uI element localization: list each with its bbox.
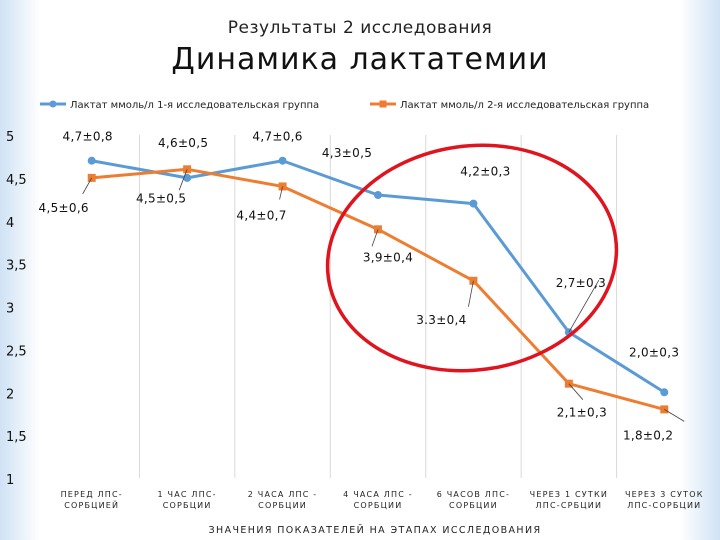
label-leader (279, 186, 283, 200)
data-label: 4,7±0,6 (252, 130, 302, 144)
highlight-oval (325, 143, 619, 373)
x-tick-label: ЧЕРЕЗ 3 СУТОК ЛПС-СОРБЦИИ (625, 490, 704, 510)
x-axis-label: ЗНАЧЕНИЯ ПОКАЗАТЕЛЕЙ НА ЭТАПАХ ИССЛЕДОВА… (209, 524, 542, 536)
series-1-point (87, 156, 96, 165)
legend-marker (379, 100, 387, 108)
series-1-point (374, 191, 382, 200)
series-1-point (278, 156, 287, 165)
series-1-point (183, 173, 192, 182)
data-label: 2,7±0,3 (556, 276, 606, 290)
x-tick-label: 4 ЧАСА ЛПС -СОРБЦИИ (343, 490, 413, 510)
slide-subtitle: Результаты 2 исследования (227, 18, 493, 38)
label-leader (568, 383, 584, 400)
y-tick-label: 1 (6, 473, 14, 488)
label-leader (468, 280, 474, 307)
series-1-point (660, 388, 669, 397)
y-tick-label: 1,5 (6, 430, 27, 445)
data-label: 4,5±0,5 (136, 191, 186, 205)
label-leader-lines (82, 169, 685, 422)
label-leader (82, 177, 93, 195)
data-label: 2,0±0,3 (629, 345, 679, 359)
legend-marker (49, 100, 57, 108)
data-label: 4,2±0,3 (460, 165, 510, 179)
legend-label: Лактат ммоль/л 1-я исследовательская гру… (70, 100, 319, 111)
legend: Лактат ммоль/л 1-я исследовательская гру… (40, 100, 649, 111)
slide-title: Динамика лактатемии (171, 42, 549, 77)
y-tick-label: 3,5 (6, 259, 27, 274)
y-tick-label: 4,5 (6, 173, 27, 188)
x-tick-label: 2 ЧАСА ЛПС -СОРБЦИИ (248, 490, 318, 510)
data-label: 4,6±0,5 (158, 136, 208, 150)
data-label: 1,8±0,2 (623, 428, 673, 442)
data-label: 4,4±0,7 (236, 208, 286, 222)
y-axis-ticks: 1 1,5 2 2,5 3 3,5 4 4,5 5 (6, 130, 27, 488)
x-tick-label: 1 ЧАС ЛПС-СОРБЦИИ (158, 490, 217, 510)
x-tick-label: ПЕРЕД ЛПС-СОРБЦИЕЙ (61, 490, 123, 510)
data-labels: 4,7±0,8 4,6±0,5 4,7±0,6 4,3±0,5 4,2±0,3 2,7±0… (39, 130, 679, 443)
data-label: 2,1±0,3 (557, 406, 607, 420)
y-tick-label: 4 (6, 216, 14, 231)
data-label: 3,9±0,4 (363, 250, 413, 264)
data-label: 4,5±0,6 (39, 201, 89, 215)
legend-label: Лактат ммоль/л 2-я исследовательская гру… (400, 100, 649, 111)
x-tick-label: ЧЕРЕЗ 1 СУТКИ ЛПС-СРБЦИИ (530, 490, 608, 510)
label-leader (371, 229, 379, 247)
x-axis-ticks: ПЕРЕД ЛПС-СОРБЦИЕЙ 1 ЧАС ЛПС-СОРБЦИИ 2 ЧАС… (61, 490, 704, 510)
series-1-point (469, 199, 478, 208)
y-tick-label: 3 (6, 302, 14, 317)
gridlines (138, 135, 618, 478)
y-tick-label: 5 (6, 130, 14, 145)
x-tick-label: 6 ЧАСОВ ЛПС-СОРБЦИИ (437, 490, 510, 510)
y-tick-label: 2 (6, 387, 14, 402)
label-leader (178, 169, 188, 191)
data-label: 4,7±0,8 (63, 130, 113, 144)
label-leader (568, 280, 600, 333)
y-tick-label: 2,5 (6, 344, 27, 359)
data-label: 4,3±0,5 (322, 146, 372, 160)
label-leader (664, 409, 685, 422)
data-label: 3.3±0,4 (416, 313, 466, 327)
